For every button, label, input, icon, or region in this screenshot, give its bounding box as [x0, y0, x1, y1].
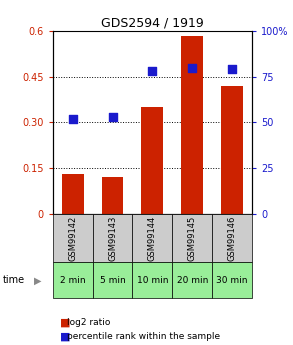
- Text: GSM99143: GSM99143: [108, 215, 117, 261]
- Bar: [212, 262, 252, 298]
- Text: GSM99146: GSM99146: [228, 215, 236, 261]
- Bar: [172, 214, 212, 262]
- Text: log2 ratio: log2 ratio: [67, 318, 111, 327]
- Bar: [142, 107, 163, 214]
- Text: 20 min: 20 min: [176, 276, 208, 285]
- Text: percentile rank within the sample: percentile rank within the sample: [67, 332, 221, 341]
- Text: 2 min: 2 min: [60, 276, 86, 285]
- Bar: [62, 174, 84, 214]
- Point: [150, 69, 155, 74]
- Bar: [53, 214, 93, 262]
- Bar: [221, 86, 243, 214]
- Text: GSM99142: GSM99142: [68, 215, 77, 261]
- Bar: [181, 36, 203, 214]
- Text: 30 min: 30 min: [216, 276, 248, 285]
- Bar: [172, 262, 212, 298]
- Point: [110, 114, 115, 120]
- Text: ■: ■: [53, 332, 70, 341]
- Point: [190, 65, 195, 70]
- Bar: [212, 214, 252, 262]
- Bar: [132, 214, 172, 262]
- Text: 5 min: 5 min: [100, 276, 125, 285]
- Text: GSM99145: GSM99145: [188, 215, 197, 261]
- Bar: [93, 262, 132, 298]
- Title: GDS2594 / 1919: GDS2594 / 1919: [101, 17, 204, 30]
- Text: ▶: ▶: [34, 275, 42, 285]
- Bar: [53, 262, 93, 298]
- Point: [70, 116, 75, 121]
- Bar: [93, 214, 132, 262]
- Bar: [132, 262, 172, 298]
- Point: [230, 67, 234, 72]
- Text: 10 min: 10 min: [137, 276, 168, 285]
- Text: GSM99144: GSM99144: [148, 215, 157, 261]
- Text: ■: ■: [53, 318, 70, 327]
- Bar: [102, 177, 123, 214]
- Text: time: time: [3, 275, 25, 285]
